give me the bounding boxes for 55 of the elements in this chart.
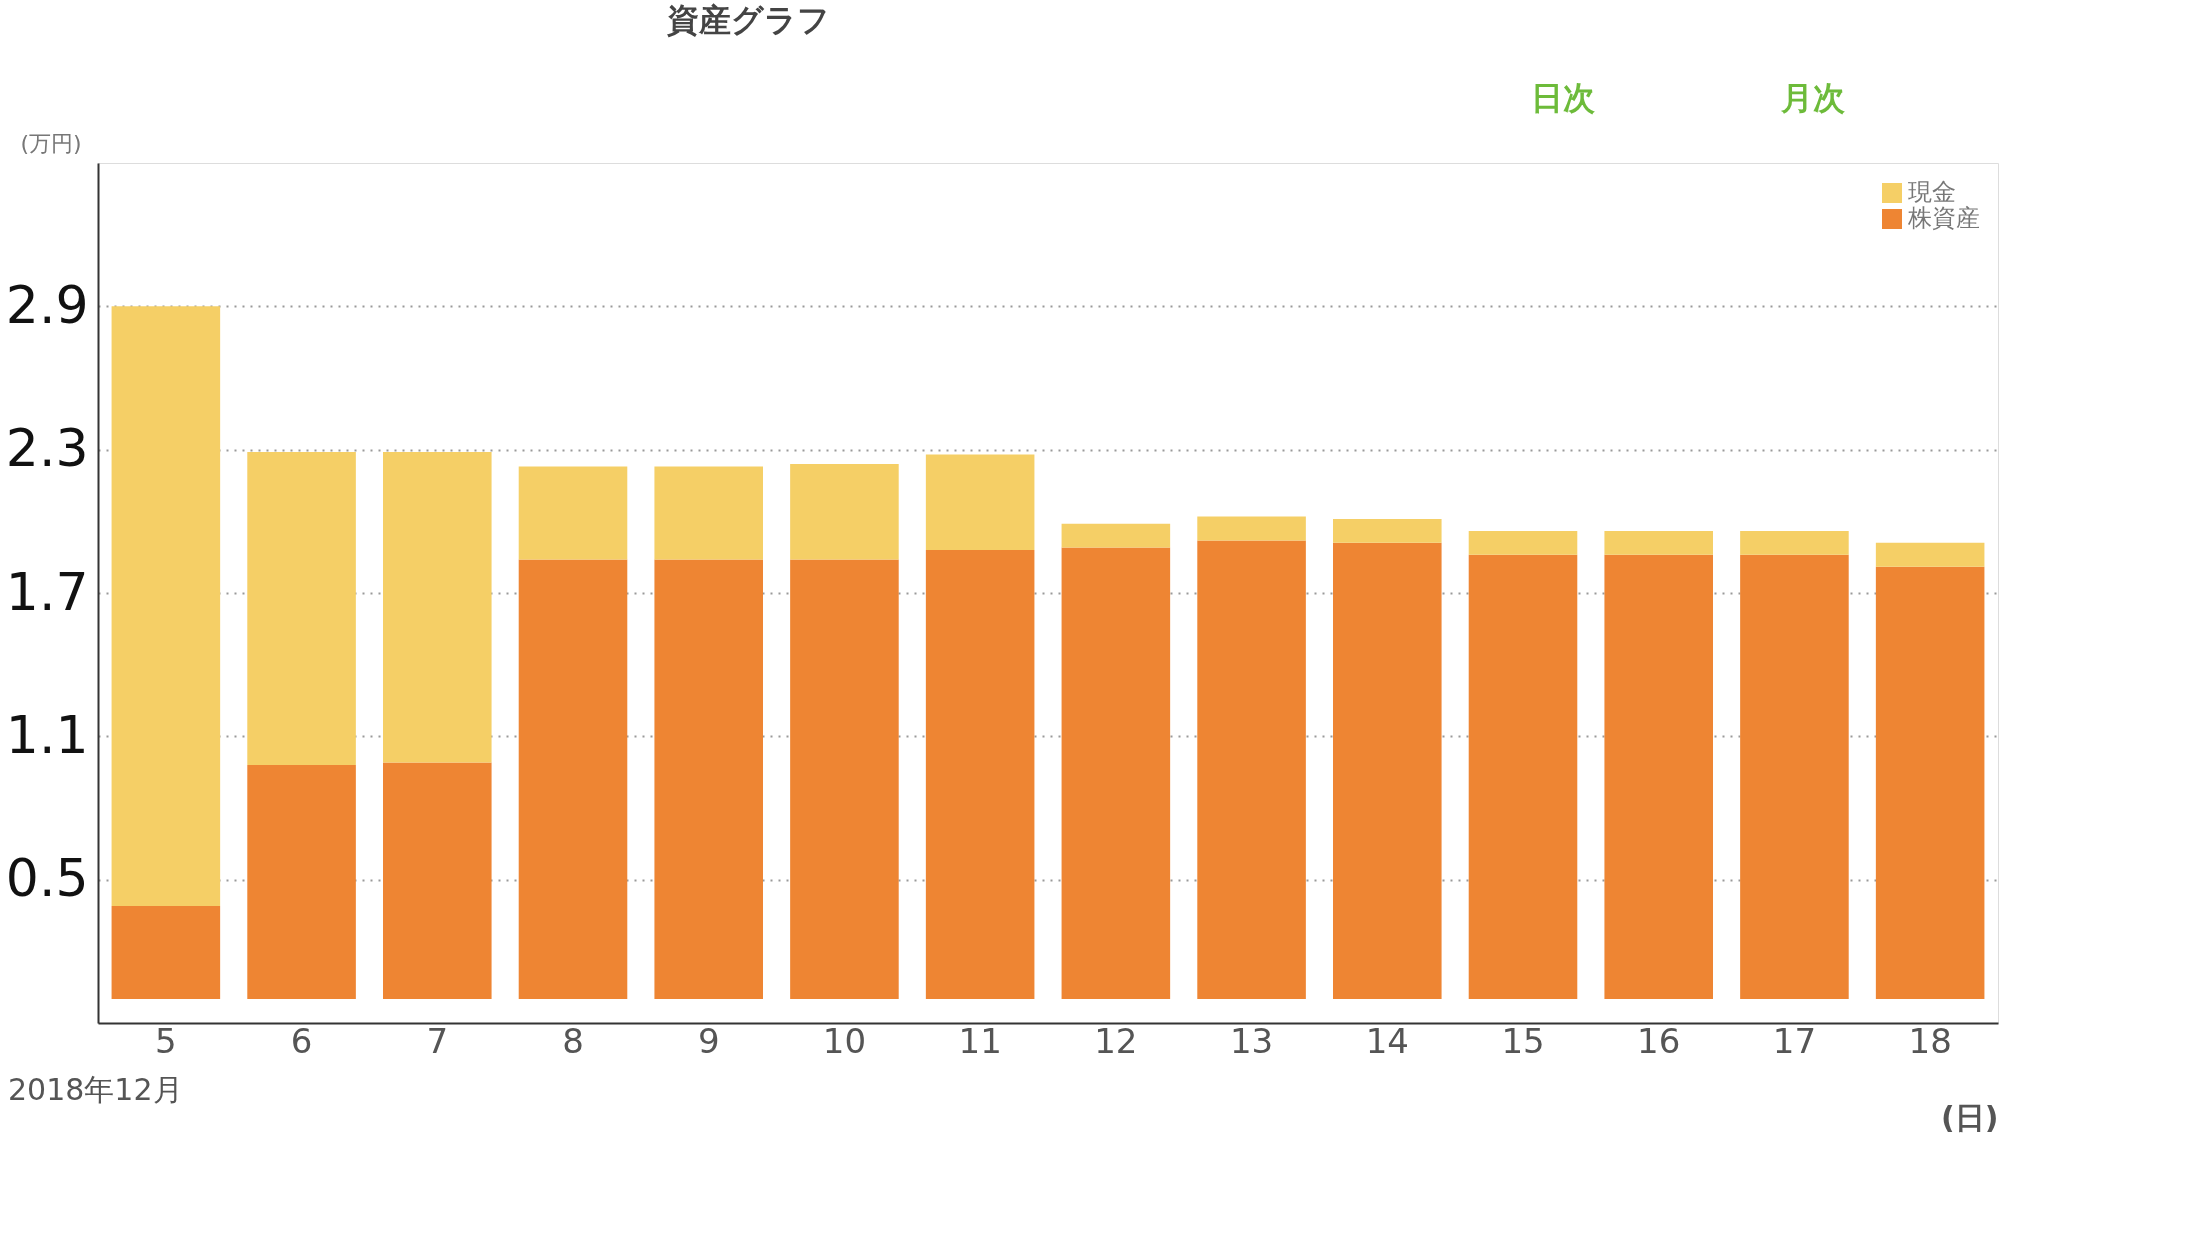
x-tick-label: 5	[155, 1020, 177, 1061]
bar	[1740, 530, 1849, 555]
bar	[790, 464, 899, 560]
bar	[111, 905, 221, 1000]
bar	[654, 559, 763, 1000]
bar	[925, 454, 1035, 550]
x-tick-label: 15	[1501, 1020, 1545, 1061]
bar	[790, 559, 899, 1000]
text: 日次	[1531, 79, 1595, 117]
x-tick-label: 12	[1094, 1020, 1138, 1061]
y-tick-label: 0.5	[5, 848, 89, 909]
bar	[1197, 516, 1306, 541]
y-tick-label: 2.9	[5, 274, 89, 335]
x-tick-label: 10	[822, 1020, 867, 1061]
x-tick-label: 14	[1365, 1020, 1409, 1061]
text: 2018年12月	[8, 1072, 183, 1107]
bar	[1468, 554, 1578, 1000]
x-tick-label: 18	[1908, 1020, 1952, 1061]
x-tick-label: 9	[697, 1020, 720, 1061]
bar	[518, 466, 628, 560]
y-axis-title: (万円)	[20, 130, 82, 156]
bar	[383, 452, 492, 763]
legend-label: 株資産	[1907, 204, 1980, 232]
y-tick-label: 1.1	[5, 704, 89, 765]
chart-title: 資産グラフ	[665, 1, 830, 39]
bar	[111, 306, 221, 906]
bar	[925, 550, 1035, 1000]
x-tick-label: 8	[562, 1020, 584, 1061]
bar	[1197, 540, 1306, 1000]
x-tick-label: 16	[1637, 1020, 1681, 1061]
x-tick-label: 6	[290, 1020, 313, 1061]
x-axis-title: (日)	[1941, 1099, 1999, 1135]
bar	[247, 765, 356, 1000]
bar	[383, 762, 492, 1000]
bar	[1875, 566, 1985, 1000]
bar	[1604, 554, 1713, 1000]
bar	[1740, 554, 1849, 1000]
bar	[1604, 530, 1713, 555]
bar	[1333, 542, 1442, 1000]
y-tick-label: 1.7	[5, 561, 89, 622]
x-tick-label: 17	[1772, 1020, 1817, 1061]
bar	[1061, 523, 1171, 548]
x-tick-label: 13	[1229, 1020, 1274, 1061]
x-tick-label: 7	[426, 1020, 449, 1061]
bar	[1333, 518, 1442, 543]
bar	[654, 466, 763, 560]
bar	[247, 452, 356, 765]
bar	[518, 559, 628, 1000]
x-tick-label: 11	[958, 1020, 1002, 1061]
bar	[1061, 547, 1171, 1000]
bar	[1468, 530, 1578, 555]
text: 月次	[1780, 79, 1845, 117]
y-tick-label: 2.3	[5, 418, 89, 479]
bar	[1875, 542, 1985, 567]
legend-label: 現金	[1908, 178, 1956, 206]
